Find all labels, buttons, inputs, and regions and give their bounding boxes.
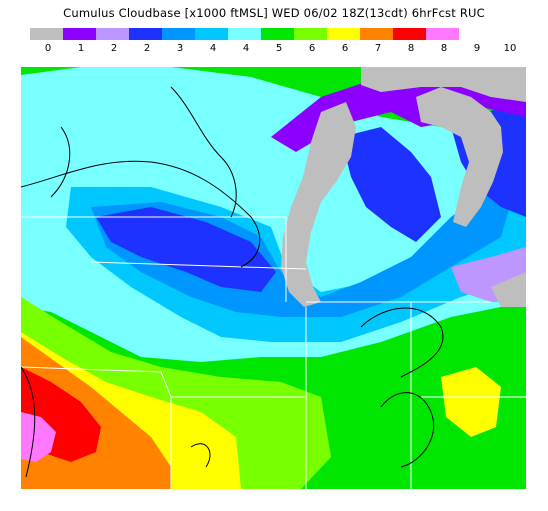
cloudbase-map xyxy=(21,67,526,489)
legend-label: 7 xyxy=(374,43,382,54)
legend-label: 4 xyxy=(242,43,250,54)
field-level-2 xyxy=(96,207,276,292)
legend-label: 10 xyxy=(503,43,517,54)
map-title: Cumulus Cloudbase [x1000 ftMSL] WED 06/0… xyxy=(63,6,485,20)
legend-label: 6 xyxy=(341,43,349,54)
legend-label: 0 xyxy=(44,43,52,54)
legend-swatch xyxy=(360,28,393,40)
legend-label: 3 xyxy=(176,43,184,54)
legend-swatch xyxy=(393,28,426,40)
color-legend: 0 1 2 2 3 4 4 5 6 6 7 8 8 9 10 xyxy=(0,0,548,62)
legend-swatch xyxy=(228,28,261,40)
legend-label: 1 xyxy=(77,43,85,54)
contour-lines xyxy=(21,86,444,478)
legend-swatch xyxy=(63,28,96,40)
lake-michigan xyxy=(281,102,356,307)
state-borders xyxy=(21,216,526,489)
lake-huron xyxy=(416,87,503,227)
legend-swatch xyxy=(426,28,459,40)
legend-swatch xyxy=(195,28,228,40)
lake-superior xyxy=(361,67,526,102)
legend-swatch xyxy=(96,28,129,40)
legend-swatch xyxy=(162,28,195,40)
field-level-3 xyxy=(91,185,516,317)
field-level-2-east xyxy=(341,127,441,242)
legend-label: 5 xyxy=(275,43,283,54)
legend-label: 9 xyxy=(473,43,481,54)
legend-swatch xyxy=(294,28,327,40)
legend-label: 2 xyxy=(110,43,118,54)
field-level-7-east xyxy=(441,367,501,437)
legend-swatch xyxy=(30,28,63,40)
field-level-10 xyxy=(21,412,56,462)
legend-label: 4 xyxy=(209,43,217,54)
legend-label: 8 xyxy=(407,43,415,54)
legend-label: 8 xyxy=(440,43,448,54)
legend-label: 6 xyxy=(308,43,316,54)
legend-swatch xyxy=(129,28,162,40)
legend-label: 2 xyxy=(143,43,151,54)
legend-swatch xyxy=(327,28,360,40)
field-level-1 xyxy=(271,67,526,152)
legend-swatch xyxy=(261,28,294,40)
lake-erie-edge xyxy=(491,272,526,307)
